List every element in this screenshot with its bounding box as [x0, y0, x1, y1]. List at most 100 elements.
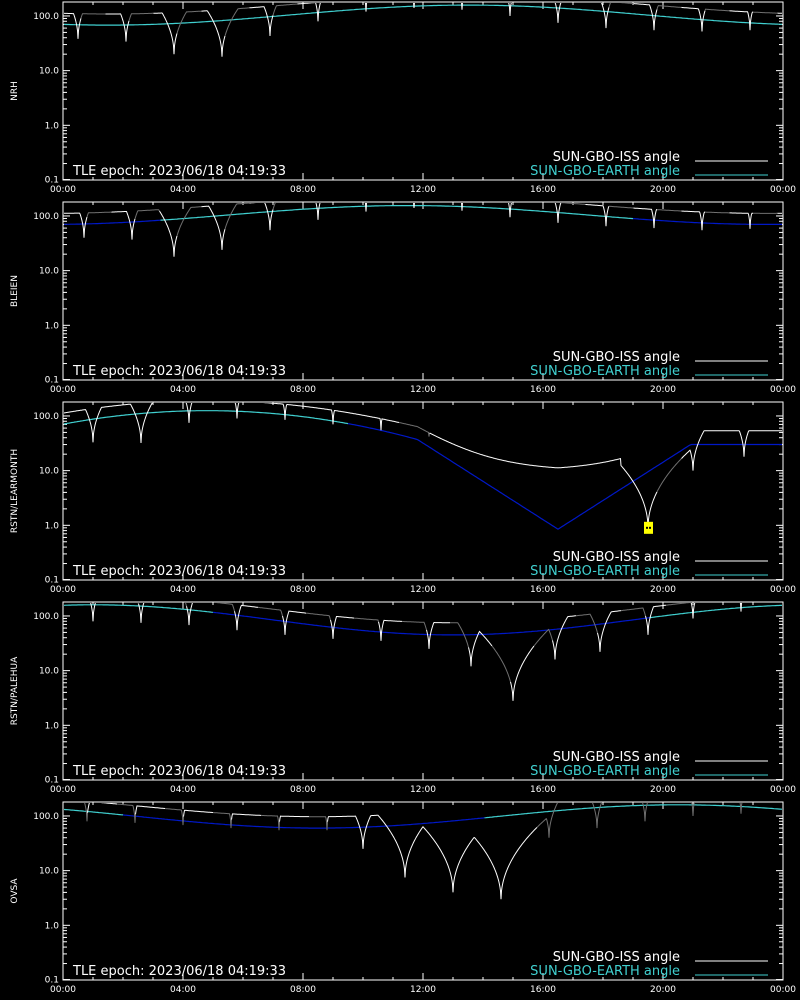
iss-angle-line — [633, 207, 657, 229]
iss-angle-line — [249, 203, 274, 231]
legend-earth-label: SUN-GBO-EARTH angle — [530, 164, 680, 179]
iss-angle-line — [681, 6, 706, 32]
iss-angle-line — [690, 603, 714, 619]
y-tick-label: 10.0 — [39, 667, 59, 677]
iss-angle-line — [729, 803, 754, 814]
x-tick-label: 04:00 — [170, 785, 196, 795]
iss-angle-line — [201, 10, 226, 57]
iss-angle-line — [585, 803, 610, 829]
iss-angle-line — [69, 803, 88, 822]
iss-angle-line — [297, 203, 321, 220]
legend-iss-label: SUN-GBO-ISS angle — [553, 150, 680, 165]
plot-area — [64, 803, 782, 900]
iss-angle-line — [87, 803, 117, 813]
iss-angle-line — [297, 3, 321, 22]
x-tick-label: 16:00 — [530, 985, 556, 995]
iss-angle-line — [705, 211, 730, 214]
y-tick-label: 0.1 — [45, 176, 59, 186]
x-tick-label: 16:00 — [530, 185, 556, 195]
iss-angle-line — [224, 7, 250, 37]
y-axis-label: BLEIEN — [10, 275, 20, 307]
x-tick-label: 00:00 — [770, 185, 796, 195]
legend-earth-label: SUN-GBO-EARTH angle — [530, 564, 680, 579]
iss-angle-line — [597, 610, 622, 652]
iss-angle-line — [186, 603, 210, 626]
tle-epoch-text: TLE epoch: 2023/06/18 04:19:33 — [72, 564, 286, 579]
y-tick-label: 10.0 — [39, 867, 59, 877]
earth-angle-line — [212, 611, 650, 636]
y-tick-label: 1.0 — [45, 521, 60, 531]
iss-angle-line — [681, 803, 706, 817]
event-flag-marker — [644, 521, 653, 534]
iss-angle-line — [134, 209, 160, 219]
event-flag-dot — [646, 526, 648, 529]
panel-rstn-learmonth: 0.1 1.0 10.0 100.0 00:00 04:00 08:00 12:00 16:00… — [10, 401, 796, 595]
x-tick-label: 00:00 — [50, 385, 76, 395]
iss-angle-line — [510, 645, 535, 701]
legend-iss-label: SUN-GBO-ISS angle — [553, 350, 680, 365]
iss-angle-line — [164, 808, 184, 826]
y-tick-label: 100.0 — [33, 412, 59, 422]
iss-angle-line — [537, 3, 562, 23]
iss-angle-line — [656, 209, 682, 212]
iss-angle-line — [210, 603, 235, 612]
iss-angle-line — [585, 3, 610, 29]
iss-angle-line — [64, 12, 82, 39]
x-tick-label: 00:00 — [770, 785, 796, 795]
iss-angle-line — [491, 645, 511, 683]
panel-ovsa: 0.1 1.0 10.0 100.0 00:00 04:00 08:00 12:00 16:00… — [10, 801, 796, 995]
iss-angle-line — [665, 603, 691, 606]
iss-angle-line — [114, 603, 139, 604]
iss-angle-line — [489, 3, 513, 17]
y-tick-label: 0.1 — [45, 576, 59, 586]
iss-angle-line — [656, 458, 682, 493]
iss-angle-line — [183, 809, 214, 817]
x-tick-label: 12:00 — [410, 985, 436, 995]
iss-angle-line — [282, 610, 306, 635]
x-tick-label: 16:00 — [530, 785, 556, 795]
panel-nrh: 0.1 1.0 10.0 100.0 00:00 04:00 08:00 12:00 16:00… — [10, 1, 796, 195]
earth-angle-line — [64, 219, 161, 225]
iss-angle-line — [450, 622, 469, 648]
x-tick-label: 12:00 — [410, 385, 436, 395]
x-tick-label: 20:00 — [650, 585, 676, 595]
y-tick-label: 0.1 — [45, 376, 59, 386]
legend-earth-label: SUN-GBO-EARTH angle — [530, 764, 680, 779]
iss-angle-line — [729, 10, 753, 31]
earth-angle-line — [160, 205, 634, 221]
y-tick-label: 1.0 — [45, 121, 60, 131]
plot-area — [64, 203, 782, 257]
x-tick-label: 08:00 — [290, 785, 316, 795]
iss-angle-line — [621, 607, 646, 617]
earth-angle-line — [64, 4, 782, 26]
x-tick-label: 00:00 — [50, 185, 76, 195]
iss-angle-line — [330, 616, 355, 639]
x-tick-label: 20:00 — [650, 185, 676, 195]
y-tick-label: 1.0 — [45, 921, 60, 931]
iss-angle-line — [111, 211, 136, 240]
iss-angle-line — [468, 630, 493, 667]
x-tick-label: 04:00 — [170, 185, 196, 195]
x-tick-label: 16:00 — [530, 585, 556, 595]
iss-angle-line — [176, 206, 202, 237]
tle-epoch-text: TLE epoch: 2023/06/18 04:19:33 — [72, 364, 286, 379]
x-tick-label: 20:00 — [650, 985, 676, 995]
iss-angle-line — [138, 603, 162, 623]
iss-angle-line — [633, 803, 658, 822]
x-tick-label: 08:00 — [290, 385, 316, 395]
x-tick-label: 04:00 — [170, 385, 196, 395]
y-tick-label: 0.1 — [45, 976, 59, 986]
iss-angle-line — [536, 803, 562, 838]
iss-angle-line — [378, 619, 402, 641]
iss-angle-line — [272, 3, 298, 16]
iss-angle-line — [681, 210, 705, 231]
legend-iss-label: SUN-GBO-ISS angle — [553, 550, 680, 565]
x-tick-label: 00:00 — [770, 985, 796, 995]
iss-angle-line — [201, 205, 226, 250]
iss-angle-line — [656, 5, 682, 10]
legend-iss-label: SUN-GBO-ISS angle — [553, 950, 680, 965]
tle-epoch-text: TLE epoch: 2023/06/18 04:19:33 — [72, 164, 286, 179]
iss-angle-line — [429, 432, 658, 528]
iss-angle-line — [533, 628, 553, 647]
x-tick-label: 12:00 — [410, 785, 436, 795]
